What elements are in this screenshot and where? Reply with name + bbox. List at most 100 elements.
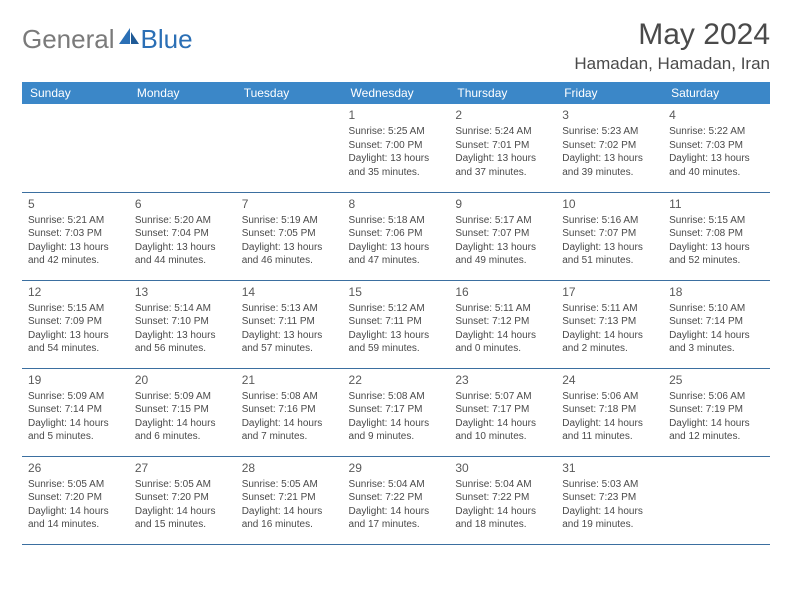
day-info: Sunrise: 5:23 AMSunset: 7:02 PMDaylight:… [562,125,657,179]
day-header-saturday: Saturday [663,82,770,104]
day-number: 1 [349,107,444,123]
day-info: Sunrise: 5:10 AMSunset: 7:14 PMDaylight:… [669,302,764,356]
day-number: 7 [242,196,337,212]
week-row: 12Sunrise: 5:15 AMSunset: 7:09 PMDayligh… [22,280,770,368]
week-row: 26 Sunrise: 5:05 AMSunset: 7:20 PMDayligh… [22,456,770,544]
day-header-thursday: Thursday [449,82,556,104]
day-number: 14 [242,284,337,300]
day-cell: 10 Sunrise: 5:16 AMSunset: 7:07 PMDayligh… [556,192,663,280]
logo: General Blue [22,24,193,55]
day-number: 26 [28,460,123,476]
day-info: Sunrise: 5:15 AMSunset: 7:08 PMDaylight:… [669,214,764,268]
day-info: Sunrise: 5:09 AMSunset: 7:14 PMDaylight:… [28,390,123,444]
day-number: 21 [242,372,337,388]
day-number: 13 [135,284,230,300]
calendar-table: SundayMondayTuesdayWednesdayThursdayFrid… [22,82,770,545]
day-cell: 7 Sunrise: 5:19 AMSunset: 7:05 PMDaylight… [236,192,343,280]
day-info: Sunrise: 5:25 AMSunset: 7:00 PMDaylight:… [349,125,444,179]
day-info: Sunrise: 5:09 AMSunset: 7:15 PMDaylight:… [135,390,230,444]
day-info: Sunrise: 5:08 AMSunset: 7:16 PMDaylight:… [242,390,337,444]
day-info: Sunrise: 5:05 AMSunset: 7:20 PMDaylight:… [28,478,123,532]
day-number: 15 [349,284,444,300]
day-header-monday: Monday [129,82,236,104]
day-cell: 15 Sunrise: 5:12 AMSunset: 7:11 PMDayligh… [343,280,450,368]
day-cell: 11 Sunrise: 5:15 AMSunset: 7:08 PMDayligh… [663,192,770,280]
day-cell: 21 Sunrise: 5:08 AMSunset: 7:16 PMDayligh… [236,368,343,456]
day-number: 25 [669,372,764,388]
day-number: 20 [135,372,230,388]
day-number: 16 [455,284,550,300]
day-header-tuesday: Tuesday [236,82,343,104]
calendar-body: 1 Sunrise: 5:25 AMSunset: 7:00 PMDaylight… [22,104,770,544]
day-info: Sunrise: 5:12 AMSunset: 7:11 PMDaylight:… [349,302,444,356]
day-cell: 22 Sunrise: 5:08 AMSunset: 7:17 PMDayligh… [343,368,450,456]
day-number: 28 [242,460,337,476]
day-cell: 14Sunrise: 5:13 AMSunset: 7:11 PMDayligh… [236,280,343,368]
day-info: Sunrise: 5:06 AMSunset: 7:18 PMDaylight:… [562,390,657,444]
day-number: 6 [135,196,230,212]
week-row: 1 Sunrise: 5:25 AMSunset: 7:00 PMDaylight… [22,104,770,192]
day-info: Sunrise: 5:06 AMSunset: 7:19 PMDaylight:… [669,390,764,444]
day-cell: 20 Sunrise: 5:09 AMSunset: 7:15 PMDayligh… [129,368,236,456]
day-number: 30 [455,460,550,476]
day-info: Sunrise: 5:16 AMSunset: 7:07 PMDaylight:… [562,214,657,268]
day-number: 5 [28,196,123,212]
day-info: Sunrise: 5:04 AMSunset: 7:22 PMDaylight:… [455,478,550,532]
day-info: Sunrise: 5:22 AMSunset: 7:03 PMDaylight:… [669,125,764,179]
day-number: 24 [562,372,657,388]
day-cell: 29 Sunrise: 5:04 AMSunset: 7:22 PMDayligh… [343,456,450,544]
day-cell: 2 Sunrise: 5:24 AMSunset: 7:01 PMDaylight… [449,104,556,192]
day-number: 2 [455,107,550,123]
day-cell: 8 Sunrise: 5:18 AMSunset: 7:06 PMDaylight… [343,192,450,280]
title-block: May 2024 Hamadan, Hamadan, Iran [574,18,770,74]
day-info: Sunrise: 5:14 AMSunset: 7:10 PMDaylight:… [135,302,230,356]
day-number: 29 [349,460,444,476]
day-number: 22 [349,372,444,388]
day-cell: 4Sunrise: 5:22 AMSunset: 7:03 PMDaylight… [663,104,770,192]
empty-cell [236,104,343,192]
day-number: 8 [349,196,444,212]
week-row: 19 Sunrise: 5:09 AMSunset: 7:14 PMDayligh… [22,368,770,456]
day-number: 17 [562,284,657,300]
day-number: 9 [455,196,550,212]
day-number: 12 [28,284,123,300]
day-cell: 9 Sunrise: 5:17 AMSunset: 7:07 PMDaylight… [449,192,556,280]
day-cell: 12Sunrise: 5:15 AMSunset: 7:09 PMDayligh… [22,280,129,368]
day-cell: 17Sunrise: 5:11 AMSunset: 7:13 PMDayligh… [556,280,663,368]
day-number: 23 [455,372,550,388]
day-cell: 24 Sunrise: 5:06 AMSunset: 7:18 PMDayligh… [556,368,663,456]
logo-text-blue: Blue [141,24,193,55]
day-number: 10 [562,196,657,212]
day-number: 11 [669,196,764,212]
day-info: Sunrise: 5:21 AMSunset: 7:03 PMDaylight:… [28,214,123,268]
day-info: Sunrise: 5:24 AMSunset: 7:01 PMDaylight:… [455,125,550,179]
day-cell: 25 Sunrise: 5:06 AMSunset: 7:19 PMDayligh… [663,368,770,456]
day-cell: 1 Sunrise: 5:25 AMSunset: 7:00 PMDaylight… [343,104,450,192]
day-info: Sunrise: 5:04 AMSunset: 7:22 PMDaylight:… [349,478,444,532]
day-cell: 30 Sunrise: 5:04 AMSunset: 7:22 PMDayligh… [449,456,556,544]
day-cell: 13 Sunrise: 5:14 AMSunset: 7:10 PMDayligh… [129,280,236,368]
day-cell: 3Sunrise: 5:23 AMSunset: 7:02 PMDaylight… [556,104,663,192]
day-info: Sunrise: 5:08 AMSunset: 7:17 PMDaylight:… [349,390,444,444]
day-info: Sunrise: 5:03 AMSunset: 7:23 PMDaylight:… [562,478,657,532]
header: General Blue May 2024 Hamadan, Hamadan, … [22,18,770,74]
day-info: Sunrise: 5:19 AMSunset: 7:05 PMDaylight:… [242,214,337,268]
day-cell: 23Sunrise: 5:07 AMSunset: 7:17 PMDayligh… [449,368,556,456]
day-number: 27 [135,460,230,476]
day-info: Sunrise: 5:11 AMSunset: 7:12 PMDaylight:… [455,302,550,356]
day-header-friday: Friday [556,82,663,104]
day-number: 31 [562,460,657,476]
day-header-wednesday: Wednesday [343,82,450,104]
month-title: May 2024 [574,18,770,52]
day-cell: 28 Sunrise: 5:05 AMSunset: 7:21 PMDayligh… [236,456,343,544]
day-cell: 31 Sunrise: 5:03 AMSunset: 7:23 PMDayligh… [556,456,663,544]
day-header-sunday: Sunday [22,82,129,104]
empty-cell [129,104,236,192]
day-info: Sunrise: 5:05 AMSunset: 7:21 PMDaylight:… [242,478,337,532]
day-info: Sunrise: 5:18 AMSunset: 7:06 PMDaylight:… [349,214,444,268]
day-header-row: SundayMondayTuesdayWednesdayThursdayFrid… [22,82,770,104]
day-number: 19 [28,372,123,388]
week-row: 5 Sunrise: 5:21 AMSunset: 7:03 PMDaylight… [22,192,770,280]
day-info: Sunrise: 5:17 AMSunset: 7:07 PMDaylight:… [455,214,550,268]
logo-sail-icon [119,28,139,44]
